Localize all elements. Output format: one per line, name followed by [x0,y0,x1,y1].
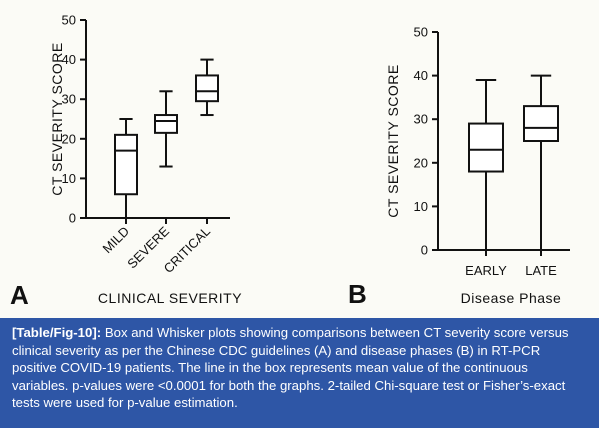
panel-a-y-axis-title: CT SEVERITY SCORE [49,42,65,195]
box-iqr [523,105,559,143]
box-iqr [154,114,178,134]
panel-a-y-tick-label: 30 [62,92,76,107]
plot-area: 0 10 20 30 40 50 MILD SEVERE CRITICAL CT SEVERITY… [10,12,570,310]
panel-b-y-tick-label: 30 [414,112,428,127]
panel-b-letter: B [348,279,367,309]
panel-b-y-tick-label: 0 [421,243,428,258]
panel-a-letter: A [10,280,29,310]
panel-a-y-tick-label: 20 [62,131,76,146]
panel-b-x-axis-title: Disease Phase [461,290,562,306]
panel-a-x-axis-title: CLINICAL SEVERITY [98,290,242,306]
panel-a-y-tick-label: 40 [62,52,76,67]
panel-b-y-tick-label: 50 [414,25,428,40]
panel-a-y-tick-label: 50 [62,13,76,28]
box-iqr [114,133,138,196]
box-iqr [468,122,504,173]
panel-b-y-tick-label: 10 [414,199,428,214]
panel-b-y-tick-label: 40 [414,68,428,83]
panel-b-y-tick-label: 20 [414,155,428,170]
panel-a-y-tick-label: 0 [69,211,76,226]
panel-a-y-tick-label: 10 [62,171,76,186]
caption-text: Box and Whisker plots showing comparison… [12,325,569,410]
caption-tag: [Table/Fig-10]: [12,325,102,340]
box-iqr [195,74,219,103]
figure-caption: [Table/Fig-10]: Box and Whisker plots sh… [0,318,599,428]
panel-b-y-axis-title: CT SEVERITY SCORE [385,64,401,217]
category-label-mild: MILD [100,224,133,257]
category-label-early: EARLY [465,263,507,278]
category-label-late: LATE [525,263,557,278]
